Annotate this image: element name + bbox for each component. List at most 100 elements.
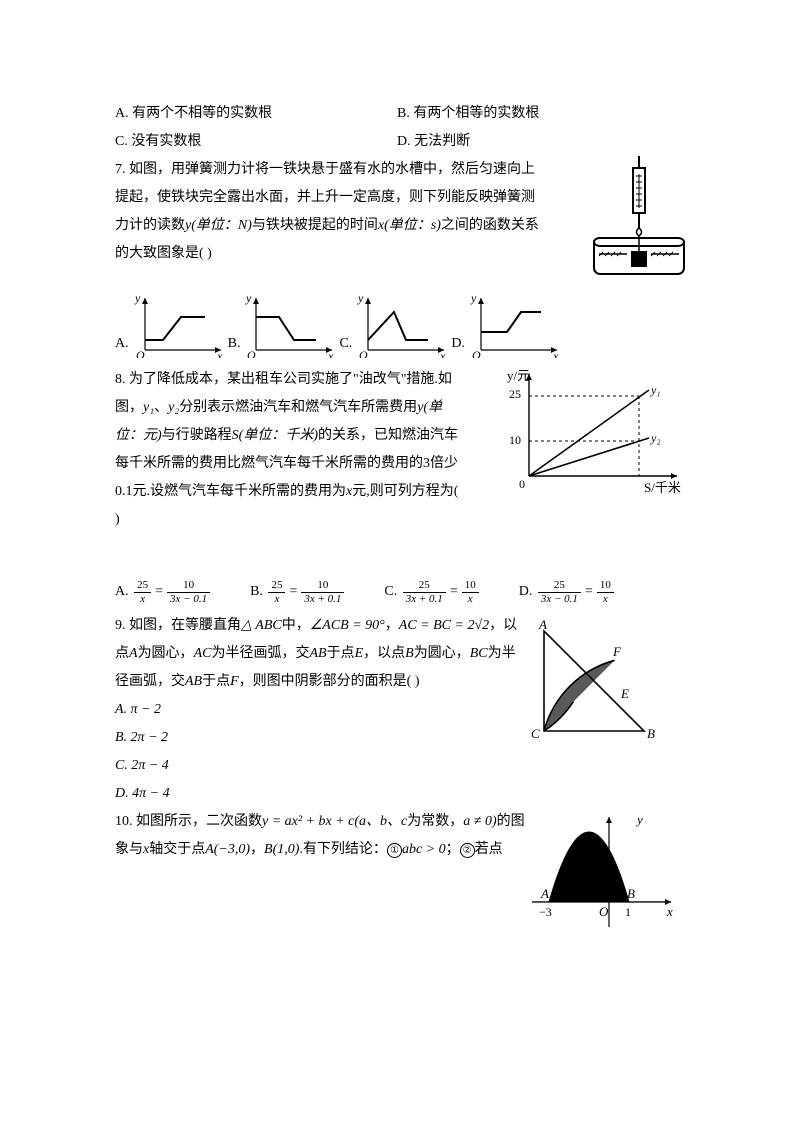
q8-chart: y/元 S/千米 25 10 0 y₁ y₂ [499, 366, 689, 496]
q9-E: E [355, 646, 364, 661]
q7-opt-a: A. y x O [115, 292, 228, 358]
q10-parabola-figure: y x O A B −3 1 [529, 812, 679, 932]
q10-c2: 若点 [475, 842, 503, 857]
q10-B: B(1,0) [264, 842, 299, 857]
svg-text:O: O [247, 348, 256, 358]
q7-optC-label: C. [339, 330, 352, 358]
svg-text:O: O [472, 348, 481, 358]
svg-text:E: E [620, 686, 629, 701]
q6-opt-b: B. 有两个相等的实数根 [397, 100, 679, 128]
q8-num: 8. [115, 372, 126, 387]
svg-text:y₂: y₂ [650, 431, 661, 445]
graph-a-icon: y x O [133, 292, 228, 358]
svg-text:F: F [612, 644, 622, 659]
q9-side: AC = BC = 2√2 [399, 618, 489, 633]
q9: 9. 如图，在等腰直角△ ABC中，∠ACB = 90°，AC = BC = 2… [115, 612, 679, 808]
q7-optA-label: A. [115, 330, 129, 358]
svg-text:0: 0 [519, 477, 525, 491]
svg-text:x: x [552, 349, 559, 358]
q7-mid: 与铁块被提起的时间 [252, 218, 378, 233]
q9-c1: ， [385, 618, 399, 633]
svg-text:25: 25 [509, 387, 521, 401]
q10-cond: a ≠ 0) [463, 814, 496, 829]
q8-options: A. 25x=103x − 0.1 B. 25x=103x + 0.1 C. 2… [115, 578, 679, 606]
svg-text:A: A [540, 886, 549, 901]
q7-optB-label: B. [228, 330, 241, 358]
line-chart-icon: y/元 S/千米 25 10 0 y₁ y₂ [499, 366, 689, 496]
q10: 10. 如图所示，二次函数y = ax² + bx + c(a、b、c为常数，a… [115, 808, 679, 864]
svg-text:y₁: y₁ [650, 383, 661, 397]
q8-optB-label: B. [250, 584, 263, 599]
q10-t5: .有下列结论： [299, 842, 387, 857]
svg-text:x: x [327, 349, 334, 358]
q7-opt-d: D. y x O [451, 292, 564, 358]
svg-text:y: y [245, 292, 252, 305]
triangle-arcs-icon: A B C E F [529, 616, 669, 746]
q6-options: A. 有两个不相等的实数根 B. 有两个相等的实数根 C. 没有实数根 D. 无… [115, 100, 679, 156]
parabola-icon: y x O A B −3 1 [529, 812, 679, 932]
q10-num: 10. [115, 814, 133, 829]
graph-b-icon: y x O [244, 292, 339, 358]
q8-y1: y₁ [143, 400, 154, 415]
q7: 7. 如图，用弹簧测力计将一铁块悬于盛有水的水槽中，然后匀速向上提起，使铁块完全… [115, 156, 679, 268]
q10-c: ， [250, 842, 264, 857]
q9-ang: ∠ACB = 90° [310, 618, 385, 633]
q7-apparatus-figure [589, 156, 689, 286]
q10-t2: 为常数， [407, 814, 463, 829]
q9-B: B [405, 646, 414, 661]
q9-t5: 为半径画弧，交 [211, 646, 309, 661]
svg-text:y: y [134, 292, 141, 305]
q7-options: A. y x O B. y x O C. [115, 292, 679, 358]
q9-t10: 于点 [202, 674, 230, 689]
svg-text:x: x [439, 349, 446, 358]
q10-t1: 如图所示，二次函数 [136, 814, 262, 829]
q9-t11: ，则图中阴影部分的面积是( ) [239, 674, 420, 689]
q10-circ2: ② [460, 843, 475, 858]
svg-text:O: O [359, 348, 368, 358]
q9-t1: 如图，在等腰直角 [129, 618, 241, 633]
q6-opt-d: D. 无法判断 [397, 128, 679, 156]
q7-num: 7. [115, 162, 126, 177]
svg-text:y: y [357, 292, 364, 305]
q8-opt-b: B. 25x=103x + 0.1 [250, 578, 346, 606]
q10-A: A(−3,0) [205, 842, 250, 857]
q8: 8. 为了降低成本，某出租车公司实施了"油改气"措施.如图，y₁、y₂分别表示燃… [115, 366, 679, 534]
q9-num: 9. [115, 618, 126, 633]
svg-text:O: O [599, 904, 609, 919]
q9-t8: 为圆心， [414, 646, 470, 661]
q9-ab2: AB [185, 674, 202, 689]
q10-stem: 10. 如图所示，二次函数y = ax² + bx + c(a、b、c为常数，a… [115, 808, 535, 864]
q9-stem: 9. 如图，在等腰直角△ ABC中，∠ACB = 90°，AC = BC = 2… [115, 612, 525, 696]
q7-xunit: x(单位：s) [378, 218, 441, 233]
q9-F: F [230, 674, 239, 689]
q7-optD-label: D. [451, 330, 465, 358]
q7-opt-b: B. y x O [228, 292, 340, 358]
q9-t6: 于点 [327, 646, 355, 661]
svg-text:−3: −3 [539, 905, 552, 919]
svg-text:x: x [666, 904, 673, 919]
q8-optD-label: D. [519, 584, 533, 599]
q9-t7: ，以点 [363, 646, 405, 661]
q8-text3: 与行驶路程 [162, 428, 232, 443]
q9-A: A [129, 646, 138, 661]
q10-fn: y = ax² + bx + c(a、b、c [262, 814, 407, 829]
q9-ac: AC [194, 646, 212, 661]
q8-optC-label: C. [384, 584, 397, 599]
q9-t4: 为圆心， [138, 646, 194, 661]
q8-opt-c: C. 253x + 0.1=10x [384, 578, 480, 606]
q8-optA-label: A. [115, 584, 129, 599]
q8-sunit: S(单位：千米) [232, 428, 318, 443]
svg-text:10: 10 [509, 433, 521, 447]
q6-opt-a: A. 有两个不相等的实数根 [115, 100, 397, 128]
svg-text:S/千米: S/千米 [644, 480, 681, 495]
svg-text:y: y [470, 292, 477, 305]
q8-y2: y₂ [168, 400, 179, 415]
svg-text:x: x [216, 349, 223, 358]
q8-stem: 8. 为了降低成本，某出租车公司实施了"油改气"措施.如图，y₁、y₂分别表示燃… [115, 366, 465, 534]
q7-yunit: y(单位：N) [185, 218, 252, 233]
q10-t4: 轴交于点 [149, 842, 205, 857]
svg-text:C: C [531, 726, 540, 741]
svg-text:O: O [136, 348, 145, 358]
q9-opt-c: C. 2π − 4 [115, 752, 679, 780]
q7-stem: 7. 如图，用弹簧测力计将一铁块悬于盛有水的水槽中，然后匀速向上提起，使铁块完全… [115, 156, 545, 268]
